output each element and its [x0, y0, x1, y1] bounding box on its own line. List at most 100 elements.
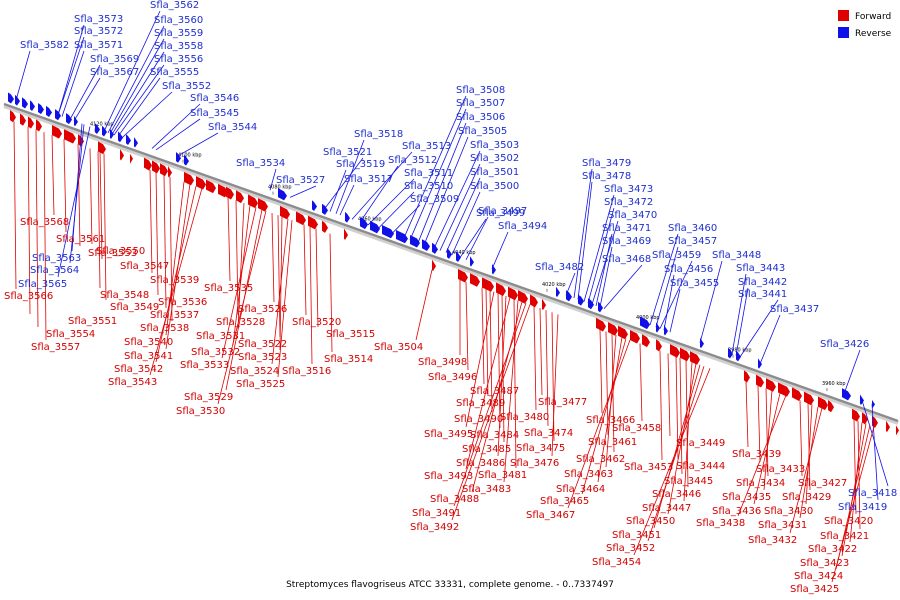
forward-leader-line	[309, 226, 313, 365]
forward-leader-line	[415, 269, 433, 341]
reverse-leader-line	[359, 165, 399, 223]
reverse-gene-arrow	[396, 229, 408, 244]
reverse-leader-line	[649, 233, 679, 326]
forward-gene-label: Sfla_3424	[794, 571, 843, 582]
forward-gene-arrow	[818, 396, 828, 411]
reverse-leader-line	[491, 231, 509, 270]
reverse-gene-label: Sfla_3473	[604, 184, 653, 195]
forward-gene-label: Sfla_3553	[88, 248, 137, 259]
forward-leader-line	[841, 423, 867, 557]
reverse-leader-line	[595, 233, 613, 307]
forward-gene-arrow	[248, 194, 258, 209]
forward-leader-line	[799, 400, 803, 477]
reverse-leader-line	[599, 246, 613, 308]
forward-leader-line	[149, 169, 153, 274]
forward-leader-line	[315, 228, 319, 328]
forward-gene-label: Sfla_3549	[110, 302, 159, 313]
reverse-gene-arrow	[588, 298, 594, 310]
forward-leader-line	[165, 181, 185, 336]
forward-gene-arrow	[168, 166, 172, 178]
forward-gene-label: Sfla_3554	[46, 329, 95, 340]
forward-gene-label: Sfla_3476	[510, 458, 559, 469]
forward-gene-arrow	[756, 374, 764, 388]
reverse-leader-line	[107, 25, 165, 134]
forward-gene-label: Sfla_3557	[31, 342, 80, 353]
forward-leader-line	[232, 205, 251, 346]
forward-leader-line	[497, 293, 501, 429]
scale-tick-label: 4000 kbp	[636, 315, 660, 321]
forward-gene-label: Sfla_3431	[758, 520, 807, 531]
reverse-gene-arrow	[842, 388, 851, 401]
reverse-gene-label: Sfla_3500	[470, 181, 519, 192]
reverse-gene-label: Sfla_3456	[664, 264, 713, 275]
backbone-shadow	[3, 104, 899, 425]
reverse-leader-line	[391, 204, 421, 234]
reverse-gene-arrow	[728, 347, 733, 359]
reverse-leader-line	[759, 314, 781, 365]
reverse-gene-label: Sfla_3564	[30, 265, 79, 276]
reverse-leader-line	[15, 50, 31, 101]
reverse-leader-line	[351, 151, 413, 220]
reverse-gene-arrow	[556, 286, 560, 298]
forward-leader-line	[221, 207, 257, 359]
forward-leader-line	[653, 364, 701, 529]
forward-leader-line	[675, 356, 679, 460]
reverse-leader-line	[417, 122, 467, 243]
forward-leader-line	[303, 224, 307, 316]
forward-leader-line	[503, 300, 519, 483]
reverse-gene-label: Sfla_3546	[190, 93, 239, 104]
reverse-leader-line	[409, 108, 467, 241]
reverse-gene-label: Sfla_3455	[670, 278, 719, 289]
forward-gene-label: Sfla_3515	[326, 329, 375, 340]
forward-gene-arrow	[20, 113, 26, 126]
forward-gene-label: Sfla_3450	[626, 516, 675, 527]
reverse-gene-label: Sfla_3552	[162, 81, 211, 92]
forward-gene-arrow	[508, 286, 518, 301]
reverse-gene-label: Sfla_3419	[838, 502, 887, 513]
reverse-gene-label: Sfla_3518	[354, 129, 403, 140]
forward-leader-line	[43, 132, 47, 341]
forward-leader-line	[277, 215, 281, 338]
forward-leader-line	[633, 368, 711, 556]
reverse-gene-label: Sfla_3513	[402, 141, 451, 152]
forward-gene-label: Sfla_3436	[712, 506, 761, 517]
forward-leader-line	[831, 426, 875, 583]
forward-gene-label: Sfla_3474	[524, 428, 573, 439]
forward-gene-arrow	[236, 190, 244, 204]
reverse-leader-line	[269, 168, 277, 191]
forward-gene-arrow	[458, 268, 468, 283]
forward-leader-line	[497, 295, 507, 457]
reverse-leader-line	[329, 169, 347, 212]
forward-gene-label: Sfla_3523	[238, 352, 287, 363]
reverse-gene-arrow	[322, 203, 328, 215]
forward-gene-label: Sfla_3452	[606, 543, 655, 554]
forward-leader-line	[857, 420, 861, 530]
forward-gene-label: Sfla_3438	[696, 518, 745, 529]
forward-gene-arrow	[28, 116, 34, 129]
reverse-leader-line	[669, 288, 681, 333]
reverse-leader-line	[113, 64, 165, 136]
forward-gene-label: Sfla_3433	[756, 464, 805, 475]
forward-gene-arrow	[852, 408, 860, 422]
forward-gene-label: Sfla_3420	[824, 516, 873, 527]
forward-gene-label: Sfla_3480	[500, 412, 549, 423]
forward-leader-line	[227, 197, 231, 282]
forward-gene-label: Sfla_3491	[412, 508, 461, 519]
reverse-gene-label: Sfla_3534	[236, 158, 285, 169]
forward-leader-line	[89, 148, 93, 245]
reverse-leader-line	[69, 64, 101, 120]
forward-gene-arrow	[642, 334, 650, 348]
reverse-leader-line	[655, 246, 679, 328]
reverse-gene-label: Sfla_3563	[32, 253, 81, 264]
forward-leader-line	[551, 314, 559, 457]
forward-gene-arrow	[886, 420, 890, 433]
reverse-leader-line	[663, 274, 675, 331]
reverse-gene-label: Sfla_3459	[652, 250, 701, 261]
forward-gene-label: Sfla_3475	[516, 443, 565, 454]
forward-gene-arrow	[656, 339, 662, 352]
forward-leader-line	[805, 404, 813, 505]
forward-leader-line	[271, 213, 275, 303]
reverse-gene-arrow	[860, 394, 864, 405]
forward-gene-label: Sfla_3529	[184, 392, 233, 403]
